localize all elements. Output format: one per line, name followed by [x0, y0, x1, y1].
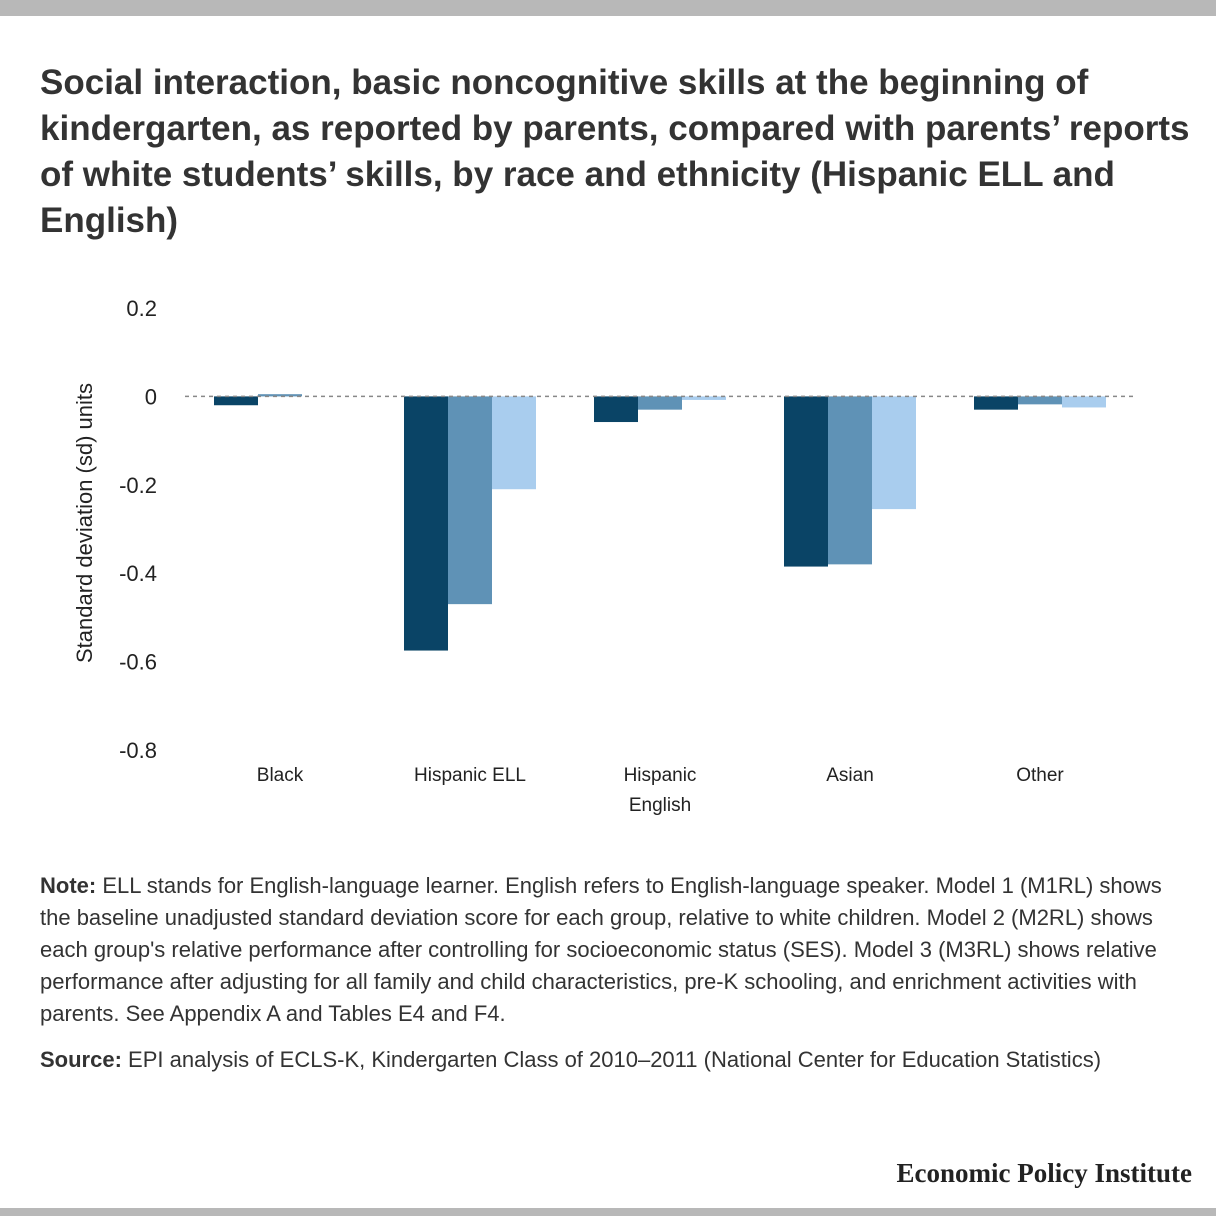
- x-category-label: Asian: [826, 765, 874, 786]
- bar-series-2: [828, 396, 872, 565]
- y-tick-label: -0.6: [119, 650, 157, 675]
- bar-series-2: [1018, 396, 1062, 405]
- brand-logo-text: Economic Policy Institute: [896, 1158, 1192, 1188]
- source-text: EPI analysis of ECLS-K, Kindergarten Cla…: [121, 1047, 1102, 1072]
- bottom-border: [0, 1208, 1216, 1216]
- note-label: Note:: [40, 873, 97, 898]
- bar-series-2: [448, 396, 492, 605]
- note-paragraph: Note: ELL stands for English-language le…: [40, 870, 1180, 1030]
- source-paragraph: Source: EPI analysis of ECLS-K, Kinderga…: [40, 1044, 1180, 1076]
- chart-title: Social interaction, basic noncognitive s…: [40, 63, 1190, 240]
- bar-series-1: [784, 396, 828, 567]
- y-axis-title: Standard deviation (sd) units: [72, 383, 97, 663]
- source-label: Source:: [40, 1047, 122, 1072]
- y-tick-label: 0: [145, 384, 157, 409]
- x-category-label: Black: [257, 765, 304, 786]
- note-text: ELL stands for English-language learner.…: [40, 873, 1162, 1026]
- bar-series-1: [404, 396, 448, 651]
- bar-series-3: [872, 396, 916, 510]
- bar-chart: 0.2 0 -0.2 -0.4 -0.6 -0.8 Standard deviation (…: [72, 296, 1135, 816]
- x-category-label: Other: [1016, 765, 1064, 786]
- x-category-label: Hispanic English: [624, 765, 697, 816]
- bar-series-2: [638, 396, 682, 410]
- bar-series-3: [492, 396, 536, 490]
- y-tick-label: -0.2: [119, 473, 157, 498]
- bar-series-1: [214, 396, 258, 406]
- x-category-label: Hispanic ELL: [414, 765, 526, 786]
- bar-series-1: [974, 396, 1018, 410]
- y-tick-label: -0.4: [119, 561, 157, 586]
- y-tick-label: -0.8: [119, 738, 157, 763]
- bar-series-3: [1062, 396, 1106, 408]
- bar-series-1: [594, 396, 638, 423]
- bar-series-2: [258, 394, 302, 397]
- top-border: [0, 0, 1216, 16]
- notes-section: Note: ELL stands for English-language le…: [40, 870, 1180, 1090]
- y-tick-label: 0.2: [126, 296, 157, 321]
- bar-series-3: [682, 396, 726, 400]
